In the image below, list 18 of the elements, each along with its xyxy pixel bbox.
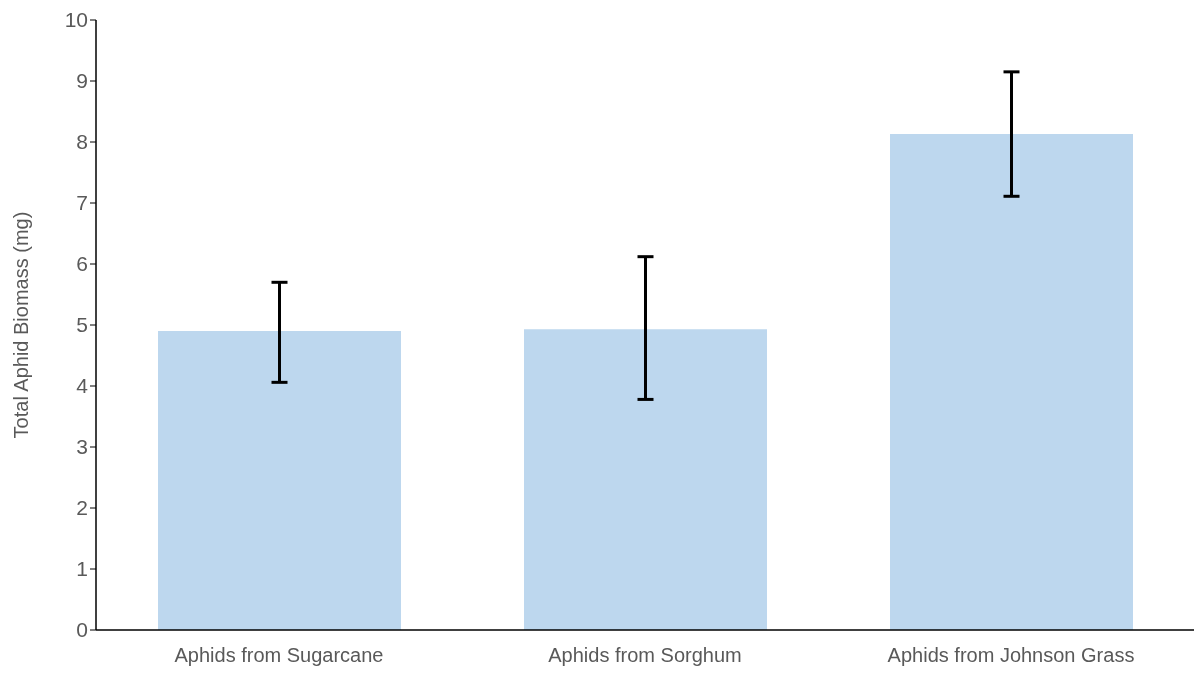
y-tick-label: 7 <box>76 191 88 215</box>
y-tick-label: 1 <box>76 557 88 581</box>
y-tick-label: 8 <box>76 130 88 154</box>
x-tick-label: Aphids from Sorghum <box>548 644 742 667</box>
y-tick-label: 5 <box>76 313 88 337</box>
y-tick-label: 2 <box>76 496 88 520</box>
y-tick-label: 4 <box>76 374 89 398</box>
y-tick-label: 6 <box>76 252 88 276</box>
y-tick-label: 0 <box>76 618 88 642</box>
bar <box>158 331 401 630</box>
x-tick-label: Aphids from Johnson Grass <box>887 644 1135 667</box>
bar <box>524 329 767 630</box>
y-tick-label: 3 <box>76 435 88 459</box>
y-tick-label: 10 <box>64 8 88 32</box>
x-tick-label: Aphids from Sugarcane <box>174 644 384 667</box>
y-axis-title: Total Aphid Biomass (mg) <box>10 211 33 439</box>
bar <box>890 134 1133 630</box>
y-tick-label: 9 <box>76 69 88 93</box>
